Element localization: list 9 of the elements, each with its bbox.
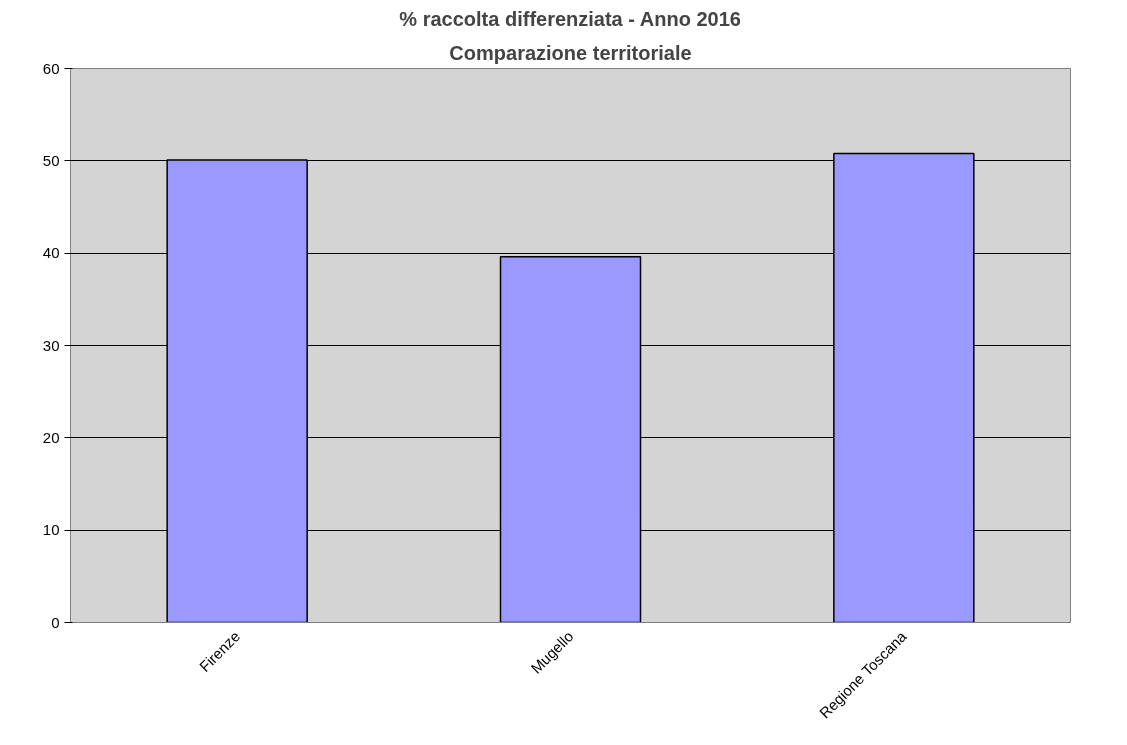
y-tick-label: 60 [42,59,60,77]
y-tick-label: 30 [42,336,60,354]
y-tick-label: 40 [42,244,60,262]
chart-subtitle: Comparazione territoriale [449,41,692,64]
y-tick-label: 50 [42,151,60,169]
y-tick-label: 10 [42,521,60,539]
y-tick-label: 20 [42,428,60,446]
chart-title: % raccolta differenziata - Anno 2016 [399,7,741,30]
y-tick-label: 0 [51,613,60,631]
